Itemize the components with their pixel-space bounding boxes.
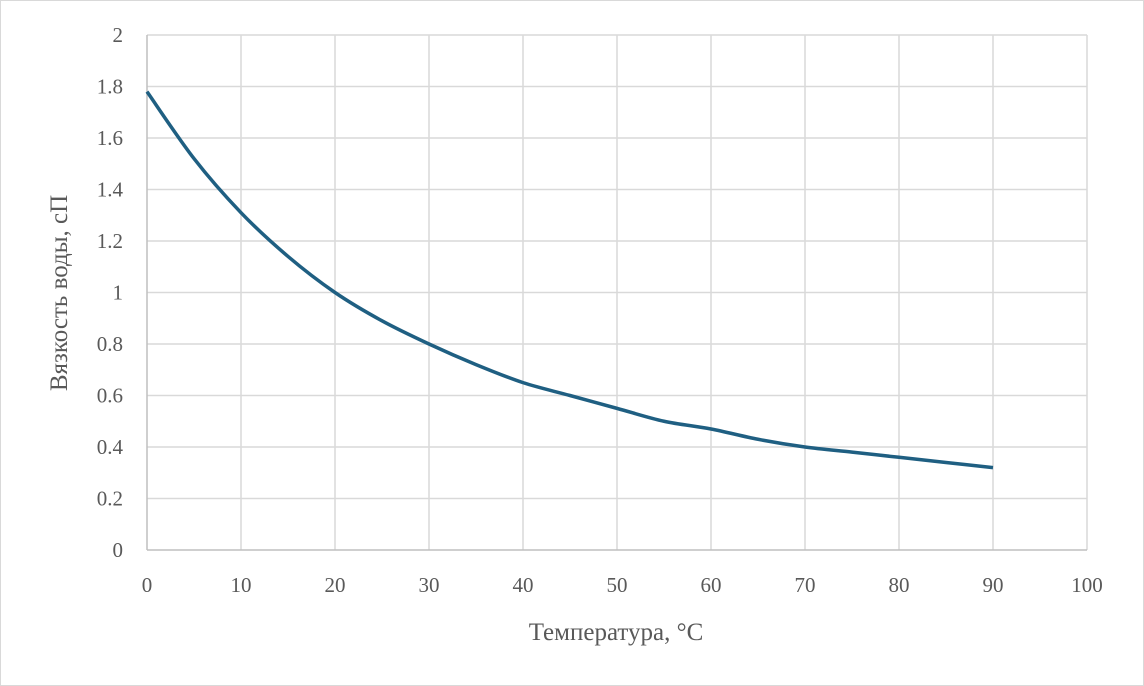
x-tick-label: 90 (983, 573, 1004, 597)
x-tick-label: 30 (419, 573, 440, 597)
y-tick-label: 1.2 (97, 229, 123, 253)
y-tick-label: 1.6 (97, 126, 123, 150)
y-tick-label: 0 (113, 538, 124, 562)
x-tick-label: 20 (325, 573, 346, 597)
x-tick-label: 100 (1071, 573, 1103, 597)
grid (147, 34, 1088, 550)
y-axis-title: Вязкость воды, сП (46, 195, 73, 391)
x-tick-label: 60 (701, 573, 722, 597)
y-tick-labels: 0 0.2 0.4 0.6 0.8 1 1.2 1.4 1.6 1.8 2 (97, 23, 124, 562)
y-tick-label: 1.4 (97, 178, 124, 202)
series-line (145, 90, 994, 470)
axes (146, 35, 1087, 551)
series-group (145, 90, 994, 470)
x-tick-labels: 0 10 20 30 40 50 60 70 80 90 100 (142, 573, 1103, 597)
x-tick-label: 70 (795, 573, 816, 597)
y-tick-label: 1.8 (97, 75, 123, 99)
y-tick-label: 1 (113, 281, 124, 305)
y-tick-label: 2 (113, 23, 124, 47)
x-tick-label: 10 (231, 573, 252, 597)
x-tick-label: 40 (513, 573, 534, 597)
y-tick-label: 0.6 (97, 384, 123, 408)
x-tick-label: 0 (142, 573, 153, 597)
x-tick-label: 50 (607, 573, 628, 597)
y-tick-label: 0.4 (97, 435, 124, 459)
y-tick-label: 0.2 (97, 487, 123, 511)
x-axis-title: Температура, °C (529, 619, 704, 646)
x-tick-label: 80 (889, 573, 910, 597)
y-tick-label: 0.8 (97, 332, 123, 356)
